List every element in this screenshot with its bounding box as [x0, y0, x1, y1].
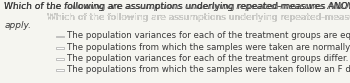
FancyBboxPatch shape — [56, 47, 64, 49]
Text: apply.: apply. — [4, 21, 31, 30]
Text: Which of the following are assumptions underlying repeated-measures ANOVA?      : Which of the following are assumptions u… — [4, 2, 350, 11]
Text: The population variances for each of the treatment groups are equal.: The population variances for each of the… — [67, 31, 350, 40]
Text: Which of the following are assumptions underlying repeated-measures ANOVA?: Which of the following are assumptions u… — [4, 2, 350, 11]
Text: Which of the following are assumptions underlying repeated-measures ANOVA?      : Which of the following are assumptions u… — [47, 13, 350, 21]
Text: Which of the following are assumptions underlying repeated-measures ANOVA?: Which of the following are assumptions u… — [47, 13, 350, 21]
Text: The populations from which the samples were taken are normally distributed.: The populations from which the samples w… — [67, 42, 350, 52]
FancyBboxPatch shape — [56, 69, 64, 71]
Text: The populations from which the samples were taken follow an F distribution.: The populations from which the samples w… — [67, 65, 350, 74]
Text: The population variances for each of the treatment groups differ.: The population variances for each of the… — [67, 54, 348, 63]
FancyBboxPatch shape — [56, 58, 64, 60]
FancyBboxPatch shape — [56, 36, 64, 37]
